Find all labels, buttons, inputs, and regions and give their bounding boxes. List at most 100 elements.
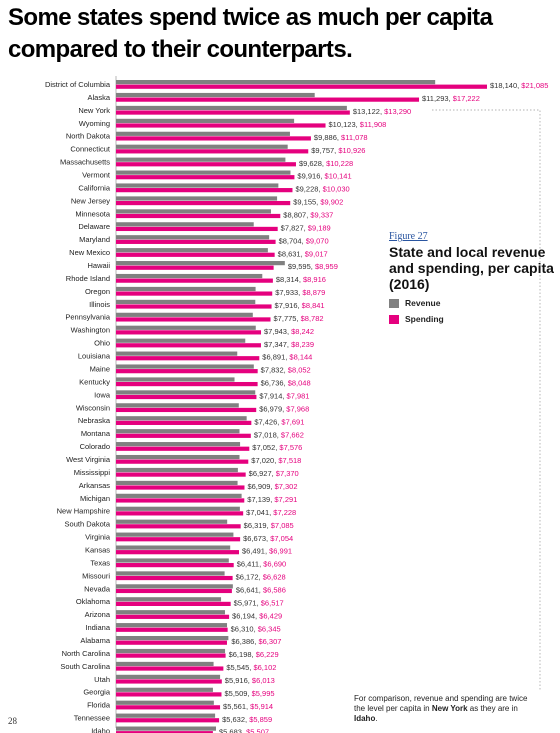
revenue-value: $7,943,: [264, 327, 291, 336]
note-end: .: [375, 714, 378, 723]
revenue-bar: [116, 377, 235, 382]
legend-item-revenue: Revenue: [389, 298, 554, 308]
state-label: Maine: [90, 364, 110, 373]
revenue-bar: [116, 648, 226, 654]
spending-value: $9,070: [306, 236, 329, 245]
state-label: New York: [78, 106, 110, 115]
value-label: $6,319, $7,085: [244, 521, 294, 530]
spending-bar: [116, 472, 246, 477]
state-label: Washington: [71, 326, 110, 335]
spending-value: $9,902: [320, 198, 343, 207]
state-label: Tennessee: [74, 714, 110, 723]
revenue-value: $8,631,: [278, 249, 305, 258]
spending-value: $7,228: [273, 508, 296, 517]
value-label: $6,172, $6,628: [236, 573, 286, 582]
value-label: $7,933, $8,879: [275, 288, 325, 297]
revenue-value: $8,807,: [283, 211, 310, 220]
revenue-value: $6,491,: [242, 547, 269, 556]
spending-value: $10,228: [326, 159, 353, 168]
revenue-value: $6,319,: [244, 521, 271, 530]
revenue-bar: [116, 700, 214, 705]
revenue-value: $6,194,: [232, 611, 259, 620]
revenue-value: $6,891,: [262, 353, 289, 362]
revenue-value: $18,140,: [490, 81, 521, 90]
value-label: $7,426, $7,691: [254, 417, 304, 426]
revenue-bar: [116, 597, 222, 602]
spending-bar: [116, 407, 257, 413]
revenue-bar: [116, 726, 216, 731]
spending-bar: [116, 524, 241, 529]
value-label: $5,545, $6,102: [226, 663, 276, 672]
legend-revenue-label: Revenue: [405, 298, 441, 308]
value-label: $18,140, $21,085: [490, 81, 548, 90]
spending-value: $7,302: [275, 482, 298, 491]
revenue-value: $9,228,: [295, 185, 322, 194]
spending-bar: [116, 343, 261, 348]
revenue-swatch: [389, 298, 399, 308]
state-label: North Dakota: [66, 132, 111, 141]
spending-bar: [116, 381, 258, 387]
spending-value: $6,307: [258, 637, 281, 646]
revenue-value: $5,545,: [226, 663, 253, 672]
spending-bar: [116, 433, 251, 438]
spending-value: $7,691: [281, 417, 304, 426]
spending-value: $9,337: [310, 211, 333, 220]
revenue-value: $11,293,: [422, 94, 453, 103]
spending-bar: [116, 459, 249, 464]
revenue-bar: [116, 351, 238, 356]
spending-bar: [116, 84, 487, 89]
spending-bar: [116, 304, 272, 309]
value-label: $6,891, $8,144: [262, 353, 312, 362]
revenue-value: $5,632,: [222, 715, 249, 724]
note-idaho: Idaho: [354, 714, 376, 723]
revenue-bar: [116, 183, 279, 188]
legend-item-spending: Spending: [389, 314, 554, 324]
revenue-value: $8,704,: [279, 236, 306, 245]
value-label: $5,971, $6,517: [234, 598, 284, 607]
state-label: Alaska: [87, 93, 110, 102]
value-label: $6,641, $6,586: [236, 585, 286, 594]
revenue-value: $7,832,: [261, 366, 288, 375]
spending-value: $7,291: [274, 495, 297, 504]
value-label: $7,943, $8,242: [264, 327, 314, 336]
spending-bar: [116, 446, 250, 451]
state-label: Missouri: [82, 571, 110, 580]
state-label: Arizona: [85, 610, 111, 619]
revenue-value: $6,673,: [243, 534, 270, 543]
spending-value: $6,345: [258, 624, 281, 633]
state-label: Michigan: [80, 494, 110, 503]
state-label: Kentucky: [79, 377, 110, 386]
state-label: Minnesota: [75, 209, 110, 218]
state-label: Maryland: [79, 235, 110, 244]
revenue-value: $7,041,: [246, 508, 273, 517]
revenue-bar: [116, 196, 278, 201]
revenue-value: $5,561,: [223, 702, 250, 711]
state-label: Virginia: [85, 533, 111, 542]
state-label: South Carolina: [60, 662, 110, 671]
spending-bar: [116, 110, 350, 115]
spending-value: $6,690: [263, 560, 286, 569]
spending-value: $5,995: [252, 689, 275, 698]
revenue-value: $5,683,: [219, 728, 246, 733]
revenue-bar: [116, 118, 295, 123]
page-number: 28: [8, 716, 17, 726]
revenue-bar: [116, 312, 253, 317]
state-label: Colorado: [80, 442, 110, 451]
revenue-bar: [116, 299, 256, 305]
spending-bar: [116, 692, 222, 697]
spending-value: $7,370: [276, 469, 299, 478]
revenue-value: $9,155,: [293, 198, 320, 207]
spending-bar: [116, 278, 273, 283]
legend-spending-label: Spending: [405, 314, 444, 324]
revenue-value: $7,916,: [275, 301, 302, 310]
value-label: $6,673, $7,054: [243, 534, 293, 543]
revenue-bar: [116, 493, 242, 498]
spending-value: $6,429: [259, 611, 282, 620]
state-label: Utah: [94, 675, 110, 684]
spending-value: $6,013: [252, 676, 275, 685]
spending-bar: [116, 213, 281, 219]
spending-bar: [116, 317, 271, 322]
state-label: Rhode Island: [66, 274, 110, 283]
revenue-value: $6,909,: [247, 482, 274, 491]
spending-bar: [116, 97, 420, 102]
